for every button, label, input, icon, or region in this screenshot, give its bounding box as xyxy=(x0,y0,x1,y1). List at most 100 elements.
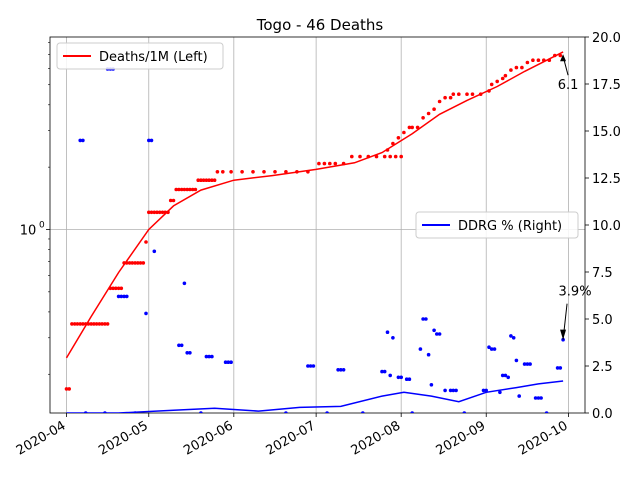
deaths-point xyxy=(163,210,167,215)
deaths-point xyxy=(168,198,173,203)
deaths-point xyxy=(262,170,266,174)
ddrg-point xyxy=(437,332,442,336)
deaths-point xyxy=(388,154,393,159)
ddrg-point xyxy=(388,373,393,378)
deaths-point xyxy=(448,95,453,100)
deaths-point xyxy=(531,58,535,62)
deaths-point xyxy=(495,79,500,84)
ddrg-point xyxy=(500,373,505,378)
ddrg-point xyxy=(492,347,497,351)
ddrg-point xyxy=(152,249,157,254)
ddrg-point xyxy=(116,294,121,299)
deaths-point xyxy=(350,154,354,159)
deaths-trend-line xyxy=(65,51,564,359)
deaths-point xyxy=(136,261,140,265)
ddrg-point xyxy=(443,388,447,393)
y-right-tick-label: 10.0 xyxy=(592,219,621,234)
deaths-point xyxy=(81,322,85,326)
ddrg-point xyxy=(182,281,187,286)
deaths-point xyxy=(133,261,137,265)
deaths-point xyxy=(171,198,176,203)
deaths-point xyxy=(451,92,456,96)
deaths-point xyxy=(141,261,146,265)
y-right-tick-label: 2.5 xyxy=(592,360,613,375)
ddrg-point xyxy=(506,375,511,380)
ddrg-point xyxy=(481,388,486,393)
deaths-point xyxy=(536,58,541,62)
axes: 2020-04 2020-05 2020-06 2020-07 2020-08 2020-… xyxy=(14,31,621,459)
deaths-point xyxy=(193,187,198,192)
y-right-tick-label: 20.0 xyxy=(592,31,621,46)
legend-deaths: Deaths/1M (Left) xyxy=(56,42,224,70)
legends: Deaths/1M (Left) DDRG % (Right) xyxy=(56,42,579,239)
ddrg-point xyxy=(525,362,530,366)
ddrg-point xyxy=(199,411,203,413)
deaths-point xyxy=(130,261,135,265)
y-right-tick-label: 12.5 xyxy=(592,172,621,187)
deaths-point xyxy=(155,210,159,215)
deaths-point xyxy=(240,170,244,174)
ddrg-point xyxy=(451,388,456,393)
deaths-point xyxy=(391,141,395,146)
ddrg-point xyxy=(558,366,563,370)
plot-frame xyxy=(49,36,586,414)
ddrg-point xyxy=(385,330,390,335)
deaths-point xyxy=(514,65,519,70)
legend-box xyxy=(56,42,224,70)
ddrg-point xyxy=(514,358,519,363)
ddrg-point xyxy=(204,354,209,359)
x-tick-label: 2020-06 xyxy=(181,418,236,458)
ddrg-point xyxy=(207,354,211,359)
deaths-point xyxy=(333,161,338,166)
ddrg-point xyxy=(311,364,316,368)
ddrg-point xyxy=(81,138,85,143)
deaths-point xyxy=(210,178,214,182)
deaths-point xyxy=(157,210,162,215)
deaths-point xyxy=(215,170,220,174)
deaths-point xyxy=(152,210,157,215)
ddrg-point xyxy=(487,345,491,350)
deaths-point xyxy=(97,322,102,326)
ddrg-point xyxy=(78,138,82,143)
ddrg-point xyxy=(308,364,313,368)
ddrg-point xyxy=(382,369,387,374)
ddrg-point xyxy=(503,373,508,378)
ddrg-series xyxy=(66,67,565,413)
deaths-point xyxy=(196,178,200,182)
deaths-point xyxy=(525,60,530,65)
ddrg-point xyxy=(210,354,214,359)
ddrg-point xyxy=(399,375,404,380)
deaths-point xyxy=(366,154,371,159)
deaths-point xyxy=(341,161,346,166)
x-tick-label: 2020-08 xyxy=(349,418,404,458)
deaths-point xyxy=(385,148,390,152)
ddrg-point xyxy=(421,317,425,321)
deaths-point xyxy=(188,187,192,192)
annotations: 6.1 3.9% xyxy=(558,54,592,340)
annotation-label: 3.9% xyxy=(559,285,592,300)
x-tick-label: 2020-04 xyxy=(14,418,69,458)
deaths-point xyxy=(207,178,211,182)
deaths-point xyxy=(100,322,104,326)
deaths-point xyxy=(122,261,126,265)
deaths-point xyxy=(558,53,563,58)
deaths-point xyxy=(470,92,475,96)
deaths-point xyxy=(92,322,96,326)
deaths-point xyxy=(317,161,321,166)
ddrg-point xyxy=(404,377,409,382)
ddrg-point xyxy=(133,411,137,413)
ddrg-point xyxy=(544,411,549,413)
x-tick-label: 2020-09 xyxy=(434,418,489,458)
deaths-point xyxy=(251,170,255,174)
deaths-series xyxy=(64,51,564,391)
ddrg-point xyxy=(555,366,560,370)
deaths-point xyxy=(358,154,362,159)
deaths-point xyxy=(160,210,165,215)
deaths-point xyxy=(328,161,332,166)
ddrg-point xyxy=(539,396,543,400)
ddrg-point xyxy=(462,411,467,413)
ddrg-point xyxy=(325,411,329,413)
ddrg-point xyxy=(336,368,340,372)
deaths-point xyxy=(67,387,71,391)
